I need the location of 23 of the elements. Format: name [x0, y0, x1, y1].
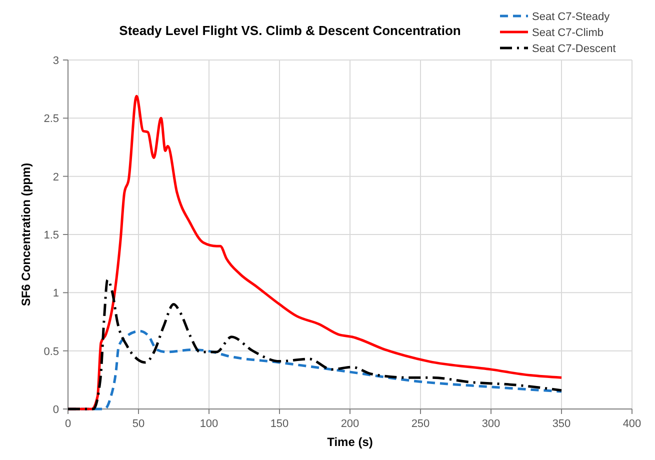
x-tick-label: 0 — [64, 418, 72, 430]
y-tick-label: 0 — [52, 404, 59, 416]
x-tick-label: 50 — [132, 418, 145, 430]
y-tick-label: 2.5 — [44, 113, 59, 126]
chart-title: Steady Level Flight VS. Climb & Descent Concentration — [119, 23, 461, 38]
legend-label: Seat C7-Climb — [532, 27, 604, 39]
x-tick-label: 400 — [622, 418, 642, 430]
y-tick-label: 1.5 — [44, 230, 59, 242]
x-tick-label: 250 — [411, 418, 430, 430]
y-axis-title: SF6 Concentration (ppm) — [19, 162, 33, 306]
x-tick-label: 300 — [482, 418, 500, 430]
y-tick-label: 3 — [52, 55, 59, 67]
x-tick-label: 100 — [200, 418, 218, 430]
y-tick-label: 0.5 — [44, 346, 59, 358]
y-tick-label: 2 — [52, 171, 59, 184]
line-series — [66, 278, 563, 410]
legend-label: Seat C7-Descent — [532, 43, 616, 55]
x-tick-label: 200 — [340, 418, 360, 430]
legend-label: Seat C7-Steady — [532, 11, 610, 23]
x-tick-label: 150 — [270, 418, 289, 430]
x-tick-label: 350 — [552, 418, 571, 430]
y-tick-label: 1 — [52, 288, 59, 300]
x-axis-title: Time (s) — [327, 435, 373, 449]
